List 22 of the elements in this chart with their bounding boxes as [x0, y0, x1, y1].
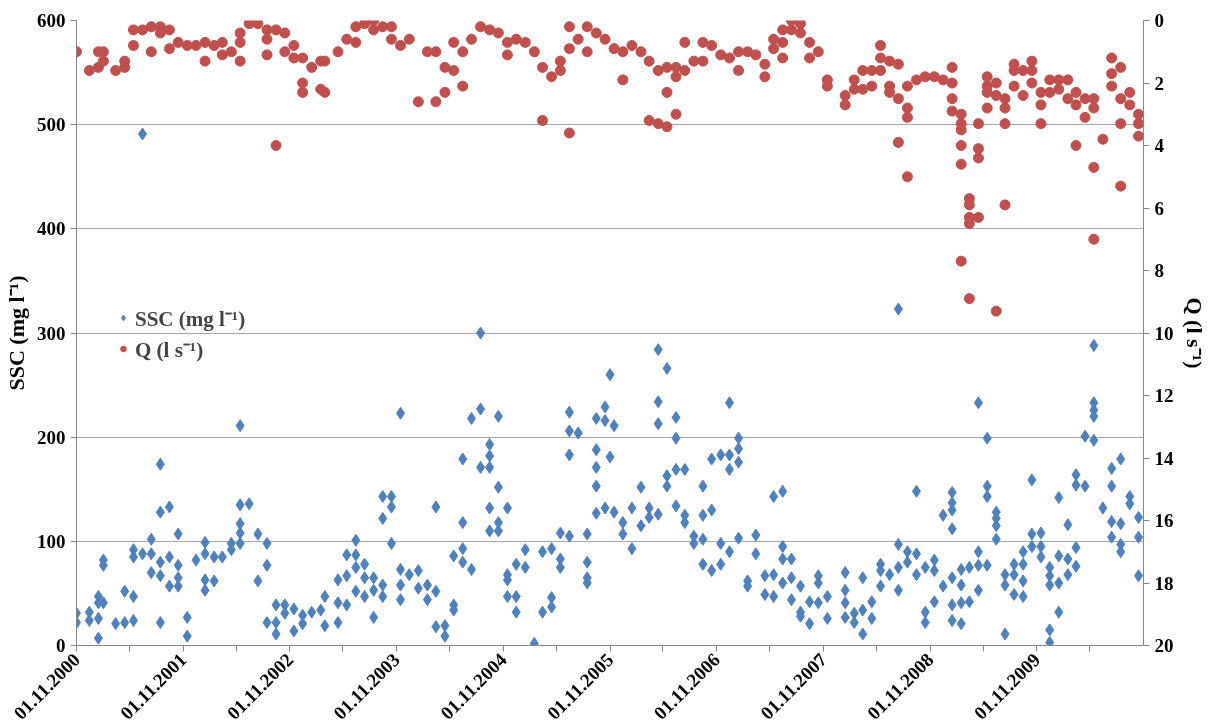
y-axis-title: SSC (mg l⁻¹): [4, 275, 29, 391]
y-tick-label: 0: [56, 635, 66, 656]
y-tick-label: 500: [37, 114, 66, 136]
legend-label: Q (l s⁻¹): [135, 336, 204, 362]
y2-tick-label: 14: [1154, 447, 1174, 469]
y-tick-label: 200: [37, 426, 66, 448]
y-tick-label: 100: [37, 530, 66, 552]
y-tick-label: 300: [37, 322, 66, 344]
y2-tick-label: 2: [1154, 72, 1164, 94]
y2-tick-label: 18: [1154, 572, 1174, 594]
y2-tick-label: 10: [1154, 322, 1174, 344]
y2-tick-label: 16: [1154, 510, 1174, 531]
y2-tick-label: 20: [1154, 635, 1174, 656]
y-tick-label: 600: [37, 10, 66, 31]
legend-label: SSC (mg l⁻¹): [135, 305, 246, 331]
y2-axis-title: Q (l s⁻¹): [1181, 297, 1207, 369]
y-tick-label: 400: [37, 218, 66, 240]
y2-tick-label: 12: [1154, 385, 1174, 406]
y2-tick-label: 8: [1154, 260, 1164, 281]
y2-tick-label: 4: [1154, 135, 1165, 156]
y2-tick-label: 6: [1154, 197, 1164, 219]
y2-tick-label: 0: [1154, 10, 1164, 31]
